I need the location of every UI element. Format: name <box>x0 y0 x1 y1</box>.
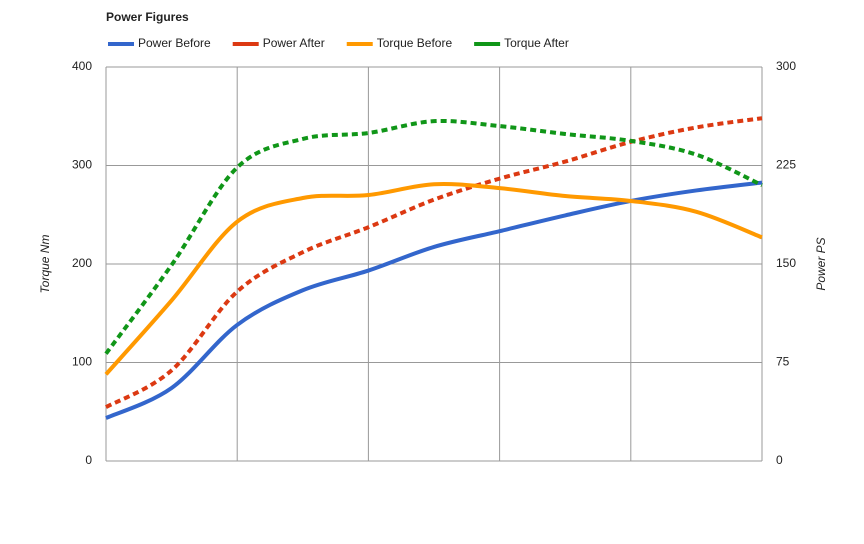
y-tick-label: 400 <box>72 59 92 73</box>
legend-label: Power After <box>263 36 325 50</box>
legend-label: Torque After <box>504 36 569 50</box>
y-tick-label: 0 <box>85 453 92 467</box>
y2-axis-label: Power PS <box>814 237 828 290</box>
legend-label: Power Before <box>138 36 211 50</box>
chart-title: Power Figures <box>106 10 189 24</box>
legend-label: Torque Before <box>377 36 453 50</box>
series-line <box>104 118 763 355</box>
y-tick-label: 100 <box>72 355 92 369</box>
y2-tick-label: 75 <box>776 355 790 369</box>
y-axis-label: Torque Nm <box>38 235 52 294</box>
y2-tick-label: 0 <box>776 453 783 467</box>
y2-tick-label: 300 <box>776 59 796 73</box>
y-tick-label: 200 <box>72 256 92 270</box>
series-line <box>104 181 763 376</box>
y2-tick-label: 150 <box>776 256 796 270</box>
series-line <box>105 180 763 420</box>
y2-tick-label: 225 <box>776 158 796 172</box>
y-tick-label: 300 <box>72 158 92 172</box>
series-line <box>105 116 763 409</box>
